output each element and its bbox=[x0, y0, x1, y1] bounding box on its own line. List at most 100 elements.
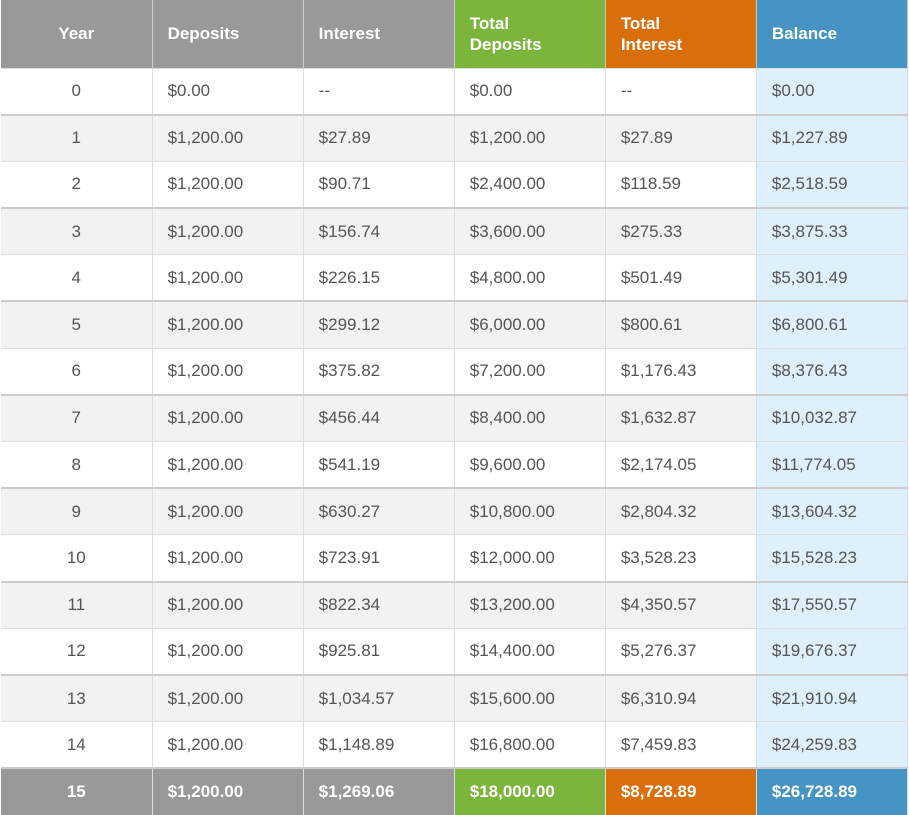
table-cell: $15,600.00 bbox=[454, 673, 606, 722]
table-cell: 5 bbox=[1, 300, 153, 349]
table-cell: $8,376.43 bbox=[756, 347, 909, 395]
table-cell: $13,200.00 bbox=[454, 580, 606, 629]
table-cell: $4,800.00 bbox=[454, 254, 606, 302]
table-cell: $1,632.87 bbox=[605, 393, 757, 442]
table-row: 6 $1,200.00 $375.82 $7,200.00 $1,176.43 $8,37… bbox=[1, 347, 909, 395]
table-cell: $9,600.00 bbox=[454, 441, 606, 489]
table-cell: 4 bbox=[1, 254, 153, 302]
table-cell: $14,400.00 bbox=[454, 627, 606, 675]
table-cell: $6,310.94 bbox=[605, 673, 757, 722]
table-cell: 12 bbox=[1, 627, 153, 675]
table-cell: $17,550.57 bbox=[756, 580, 909, 629]
table-cell: $26,728.89 bbox=[756, 767, 909, 815]
table-cell: $156.74 bbox=[303, 207, 455, 255]
header-text: Deposits bbox=[167, 24, 240, 44]
table-cell: 0 bbox=[1, 67, 153, 115]
table-cell: $0.00 bbox=[756, 67, 909, 115]
table-cell: 3 bbox=[1, 207, 153, 255]
table-cell: $19,676.37 bbox=[756, 627, 909, 675]
header-text: Total Interest bbox=[620, 13, 683, 54]
table-cell: $27.89 bbox=[605, 113, 757, 162]
table-cell: $6,000.00 bbox=[454, 300, 606, 349]
table-cell: $1,200.00 bbox=[152, 767, 304, 815]
table-cell: $13,604.32 bbox=[756, 487, 909, 535]
table-cell: $1,227.89 bbox=[756, 113, 909, 162]
table-cell: $8,728.89 bbox=[605, 767, 757, 815]
header-cell: Year bbox=[1, 0, 153, 68]
table-cell: $1,148.89 bbox=[303, 721, 455, 769]
table-cell: $723.91 bbox=[303, 534, 455, 582]
table-cell: 1 bbox=[1, 113, 153, 162]
table-cell: $2,518.59 bbox=[756, 160, 909, 209]
table-row: 11 $1,200.00 $822.34 $13,200.00 $4,350.57 $17… bbox=[1, 580, 909, 629]
table-cell: $1,200.00 bbox=[152, 113, 304, 162]
table-cell: $24,259.83 bbox=[756, 721, 909, 769]
table-cell: $7,200.00 bbox=[454, 347, 606, 395]
table-cell: $90.71 bbox=[303, 160, 455, 209]
table-cell: $275.33 bbox=[605, 207, 757, 255]
table-cell: $541.19 bbox=[303, 441, 455, 489]
table-cell: 2 bbox=[1, 160, 153, 209]
table-cell: $5,276.37 bbox=[605, 627, 757, 675]
table-cell: $1,200.00 bbox=[152, 441, 304, 489]
table-cell: $10,032.87 bbox=[756, 393, 909, 442]
table-row: 13 $1,200.00 $1,034.57 $15,600.00 $6,310.94 $… bbox=[1, 673, 909, 722]
table-cell: -- bbox=[303, 67, 455, 115]
header-text: Year bbox=[58, 24, 95, 44]
table-cell: 11 bbox=[1, 580, 153, 629]
table-cell: $15,528.23 bbox=[756, 534, 909, 582]
table-cell: $299.12 bbox=[303, 300, 455, 349]
header-cell: Balance bbox=[756, 0, 909, 68]
table-cell: $2,174.05 bbox=[605, 441, 757, 489]
table-cell: $21,910.94 bbox=[756, 673, 909, 722]
table-cell: $3,600.00 bbox=[454, 207, 606, 255]
table-cell: $118.59 bbox=[605, 160, 757, 209]
table-cell: $7,459.83 bbox=[605, 721, 757, 769]
table-cell: $1,200.00 bbox=[152, 721, 304, 769]
table-cell: $800.61 bbox=[605, 300, 757, 349]
table-cell: $3,875.33 bbox=[756, 207, 909, 255]
table-cell: $1,176.43 bbox=[605, 347, 757, 395]
table-cell: 6 bbox=[1, 347, 153, 395]
header-cell: Total Deposits bbox=[454, 0, 606, 68]
table-cell: $1,200.00 bbox=[152, 393, 304, 442]
table-row: 3 $1,200.00 $156.74 $3,600.00 $275.33 $3,875.… bbox=[1, 207, 909, 255]
table-cell: $925.81 bbox=[303, 627, 455, 675]
table-cell: $16,800.00 bbox=[454, 721, 606, 769]
table-cell: $2,400.00 bbox=[454, 160, 606, 209]
table-cell: $1,200.00 bbox=[152, 673, 304, 722]
header-text: Balance bbox=[771, 24, 838, 44]
table-cell: 14 bbox=[1, 721, 153, 769]
table-cell: $8,400.00 bbox=[454, 393, 606, 442]
table-row: 2 $1,200.00 $90.71 $2,400.00 $118.59 $2,518.5… bbox=[1, 160, 909, 209]
table-cell: 15 bbox=[1, 767, 153, 815]
header-text: Total Deposits bbox=[469, 13, 542, 54]
header-cell: Deposits bbox=[152, 0, 304, 68]
table-cell: $456.44 bbox=[303, 393, 455, 442]
header-text: Interest bbox=[318, 24, 381, 44]
table-row: 14 $1,200.00 $1,148.89 $16,800.00 $7,459.83 $… bbox=[1, 721, 909, 769]
table-cell: $375.82 bbox=[303, 347, 455, 395]
table-cell: 10 bbox=[1, 534, 153, 582]
table-cell: $1,034.57 bbox=[303, 673, 455, 722]
table-cell: $1,200.00 bbox=[152, 347, 304, 395]
table-cell: $10,800.00 bbox=[454, 487, 606, 535]
table-cell: $226.15 bbox=[303, 254, 455, 302]
table-row: 9 $1,200.00 $630.27 $10,800.00 $2,804.32 $13,… bbox=[1, 487, 909, 535]
table-row: 10 $1,200.00 $723.91 $12,000.00 $3,528.23 $15… bbox=[1, 534, 909, 582]
table-cell: $1,200.00 bbox=[152, 627, 304, 675]
table-cell: $0.00 bbox=[454, 67, 606, 115]
table-cell: $1,200.00 bbox=[152, 580, 304, 629]
table-cell: $18,000.00 bbox=[454, 767, 606, 815]
table-cell: 8 bbox=[1, 441, 153, 489]
table-cell: $5,301.49 bbox=[756, 254, 909, 302]
total-row: 15 $1,200.00 $1,269.06 $18,000.00 $8,728.89 $… bbox=[1, 767, 909, 815]
table-header: Year Deposits Interest Total Deposits Total … bbox=[1, 0, 909, 68]
table-cell: $1,200.00 bbox=[152, 160, 304, 209]
table-cell: $0.00 bbox=[152, 67, 304, 115]
table-cell: $12,000.00 bbox=[454, 534, 606, 582]
table-cell: $3,528.23 bbox=[605, 534, 757, 582]
table-cell: $1,269.06 bbox=[303, 767, 455, 815]
